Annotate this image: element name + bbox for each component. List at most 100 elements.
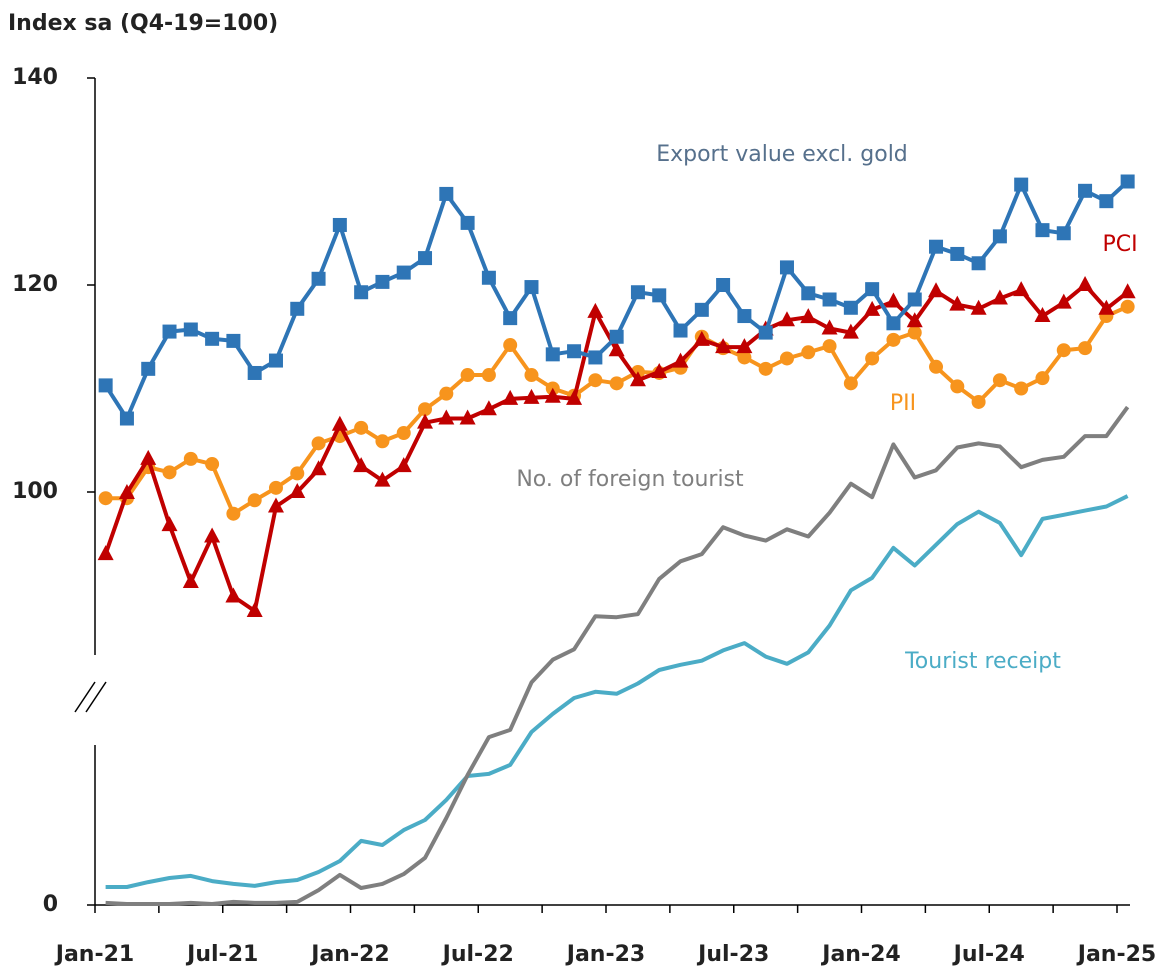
marker — [1034, 307, 1051, 323]
marker — [354, 420, 369, 435]
marker — [161, 516, 178, 532]
marker — [205, 331, 220, 346]
marker — [1120, 299, 1135, 314]
marker — [1014, 381, 1029, 396]
x-tick-label: Jan-22 — [309, 942, 389, 967]
marker — [950, 246, 965, 261]
marker — [971, 256, 986, 271]
marker — [503, 311, 518, 326]
marker — [907, 325, 922, 340]
marker — [524, 368, 539, 383]
x-tick-label: Jan-24 — [820, 942, 900, 967]
marker — [885, 292, 902, 308]
marker — [843, 376, 858, 391]
marker — [1120, 174, 1135, 189]
marker — [162, 465, 177, 480]
marker — [950, 379, 965, 394]
marker — [779, 260, 794, 275]
marker — [779, 351, 794, 366]
marker — [503, 338, 518, 353]
x-tick-label: Jan-25 — [1076, 942, 1156, 967]
marker — [1014, 177, 1029, 192]
y-tick-label: 120 — [12, 272, 58, 297]
marker — [290, 301, 305, 316]
marker — [929, 239, 944, 254]
marker — [439, 386, 454, 401]
marker — [1035, 223, 1050, 238]
marker — [865, 351, 880, 366]
marker — [162, 324, 177, 339]
marker — [992, 373, 1007, 388]
marker — [778, 311, 795, 327]
marker — [119, 411, 134, 426]
marker — [609, 376, 624, 391]
marker — [545, 347, 560, 362]
marker — [375, 274, 390, 289]
y-tick-label: 0 — [43, 892, 58, 917]
marker — [715, 338, 732, 354]
marker — [247, 493, 262, 508]
marker — [991, 289, 1008, 305]
marker — [588, 350, 603, 365]
marker — [267, 497, 284, 513]
marker — [524, 280, 539, 295]
y-axis-label: Index sa (Q4-19=100) — [8, 11, 278, 36]
marker — [141, 361, 156, 376]
marker — [737, 309, 752, 324]
series-label: No. of foreign tourist — [516, 467, 744, 492]
marker — [609, 329, 624, 344]
marker — [716, 278, 731, 292]
series-line — [105, 405, 1130, 906]
series-label: Export value excl. gold — [656, 142, 908, 167]
marker — [140, 449, 157, 465]
marker — [225, 587, 242, 603]
marker — [1099, 194, 1114, 209]
marker — [118, 484, 135, 500]
marker — [460, 368, 475, 383]
marker — [971, 394, 986, 409]
marker — [651, 362, 668, 378]
marker — [331, 415, 348, 431]
marker — [886, 332, 901, 347]
marker — [800, 308, 817, 324]
marker — [247, 365, 262, 380]
marker — [822, 339, 837, 354]
marker — [1013, 281, 1030, 297]
marker — [1055, 293, 1072, 309]
marker — [1078, 341, 1093, 356]
marker — [801, 286, 816, 301]
marker — [354, 285, 369, 300]
marker — [928, 282, 945, 298]
marker — [353, 457, 370, 473]
marker — [311, 271, 326, 286]
marker — [673, 323, 688, 338]
marker — [886, 316, 901, 331]
series-label: PCI — [1102, 232, 1137, 257]
marker — [1119, 283, 1136, 299]
marker — [949, 295, 966, 311]
marker — [737, 350, 752, 365]
marker — [183, 451, 198, 466]
marker — [758, 361, 773, 376]
marker — [481, 270, 496, 285]
marker — [1077, 276, 1094, 291]
marker — [183, 322, 198, 337]
marker — [992, 229, 1007, 244]
marker — [396, 265, 411, 280]
marker — [98, 491, 113, 506]
marker — [566, 389, 583, 405]
marker — [694, 302, 709, 317]
marker — [311, 436, 326, 451]
marker — [417, 413, 434, 429]
marker — [843, 300, 858, 315]
marker — [672, 352, 689, 368]
series-line — [105, 494, 1129, 889]
marker — [332, 217, 347, 232]
y-tick-label: 140 — [12, 65, 58, 90]
x-tick-label: Jul-24 — [952, 942, 1025, 967]
marker — [929, 359, 944, 374]
marker — [970, 299, 987, 315]
marker — [289, 483, 306, 498]
marker — [375, 434, 390, 449]
